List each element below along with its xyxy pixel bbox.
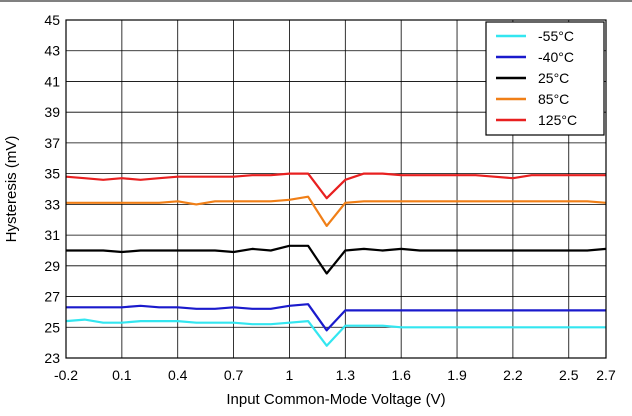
legend-label: -55°C: [538, 28, 574, 44]
plot-frame: [65, 19, 607, 359]
y-tick-label: 29: [44, 258, 60, 274]
y-tick-label: 25: [44, 319, 60, 335]
y-tick-labels: 23 25 27 29 31 33 35 37 39 41 43 45: [44, 12, 60, 366]
legend-label: 85°C: [538, 91, 569, 107]
x-tick-label: 1: [286, 367, 294, 383]
x-tick-label: 1.3: [336, 367, 356, 383]
y-tick-label: 23: [44, 350, 60, 366]
x-tick-labels: -0.2 0.1 0.4 0.7 1 1.3 1.6 1.9 2.2 2.5 2.7: [54, 367, 616, 383]
series-line: [65, 172, 606, 200]
series-line: [65, 318, 606, 347]
x-tick-label: 0.4: [168, 367, 188, 383]
x-tick-label: -0.2: [54, 367, 78, 383]
series-line: [66, 303, 606, 332]
x-axis-label: Input Common-Mode Voltage (V): [226, 391, 445, 408]
series-line: [66, 244, 607, 275]
legend-label: 125°C: [538, 112, 577, 128]
y-tick-label: 33: [44, 196, 60, 212]
x-tick-label: 1.9: [447, 367, 467, 383]
x-tick-label: 2.5: [559, 367, 579, 383]
y-tick-label: 37: [44, 135, 60, 151]
series-layer: [65, 172, 607, 347]
y-tick-label: 45: [44, 12, 60, 28]
y-tick-label: 39: [44, 104, 60, 120]
x-tick-label: 0.7: [224, 367, 244, 383]
series-line: [66, 195, 607, 227]
x-tick-label: 0.1: [112, 367, 132, 383]
legend: -55°C -40°C 25°C 85°C 125°C: [485, 21, 605, 136]
y-tick-label: 31: [44, 227, 60, 243]
y-tick-label: 27: [44, 289, 60, 305]
legend-label: -40°C: [538, 49, 574, 65]
x-tick-label: 1.6: [391, 367, 411, 383]
y-axis-label: Hysteresis (mV): [3, 136, 20, 243]
legend-label: 25°C: [538, 70, 569, 86]
y-tick-label: 43: [44, 43, 60, 59]
x-tick-label: 2.2: [503, 367, 523, 383]
y-tick-label: 35: [44, 166, 60, 182]
y-tick-label: 41: [44, 73, 60, 89]
x-tick-label: 2.7: [596, 367, 616, 383]
